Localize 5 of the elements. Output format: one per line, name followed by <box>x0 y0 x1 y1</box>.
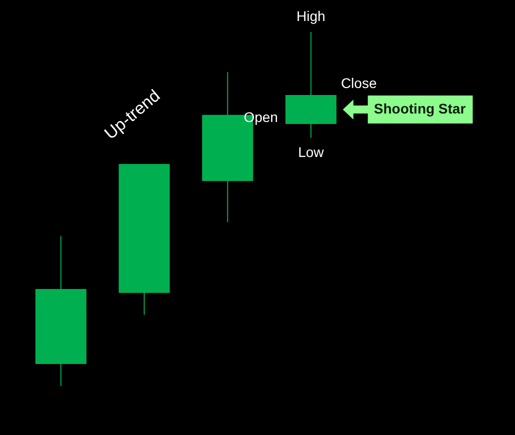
text: Shooting Star <box>374 100 466 117</box>
annotation: Close <box>340 75 377 92</box>
text: High <box>296 8 326 24</box>
annotation: Open <box>244 109 278 126</box>
annotation: Low <box>298 144 325 160</box>
